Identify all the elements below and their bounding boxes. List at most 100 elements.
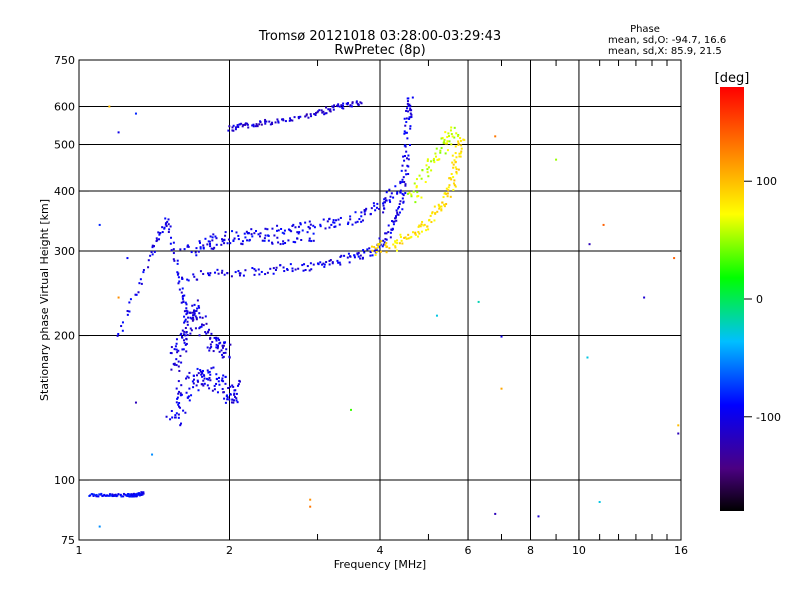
trace-point <box>192 273 195 276</box>
trace-point <box>401 197 404 200</box>
trace-point <box>279 243 282 246</box>
trace-point <box>208 349 211 352</box>
trace-point <box>210 367 213 370</box>
trace-point <box>383 207 386 210</box>
trace-point <box>132 495 135 498</box>
trace-point <box>349 255 352 258</box>
trace-point <box>406 137 409 140</box>
trace-point <box>226 271 229 274</box>
trace-point <box>186 320 189 323</box>
trace-point <box>371 249 374 252</box>
trace-point <box>400 169 403 172</box>
scatter-point <box>98 525 101 528</box>
trace-point <box>394 216 397 219</box>
trace-point <box>215 373 218 376</box>
trace-point <box>259 235 262 238</box>
trace-point <box>409 144 412 147</box>
trace-point <box>180 393 183 396</box>
trace-point <box>238 123 241 126</box>
phase-colorbar: [deg] 100 0 -100 <box>715 71 781 511</box>
trace-point <box>202 379 205 382</box>
trace-point <box>209 343 212 346</box>
trace-point <box>170 352 173 355</box>
trace-point <box>258 123 261 126</box>
trace-point <box>438 205 441 208</box>
trace-point <box>447 189 450 192</box>
trace-point <box>405 109 408 112</box>
trace-point <box>361 219 364 222</box>
trace-point <box>100 492 103 495</box>
trace-point <box>328 109 331 112</box>
trace-point <box>342 102 345 105</box>
trace-point <box>171 416 174 419</box>
trace-point <box>104 494 107 497</box>
trace-point <box>226 242 229 245</box>
trace-point <box>207 378 210 381</box>
trace-point <box>407 165 410 168</box>
trace-point <box>213 388 216 391</box>
trace-point <box>407 154 410 157</box>
trace-point <box>159 232 162 235</box>
trace-point <box>360 220 363 223</box>
trace-point <box>443 205 446 208</box>
trace-point <box>128 495 131 498</box>
trace-point <box>382 243 385 246</box>
trace-point <box>173 259 176 262</box>
trace-point <box>181 348 184 351</box>
trace-point <box>181 277 184 280</box>
trace-point <box>392 220 395 223</box>
trace-point <box>205 332 208 335</box>
trace-point <box>129 298 132 301</box>
trace-point <box>265 120 268 123</box>
trace-point <box>406 100 409 103</box>
trace-point <box>456 135 459 138</box>
trace-point <box>202 272 205 275</box>
trace-point <box>175 364 178 367</box>
trace-point <box>283 232 286 235</box>
trace-point <box>457 142 460 145</box>
trace-point <box>312 263 315 266</box>
trace-point <box>170 236 173 239</box>
scatter-point <box>500 387 503 390</box>
trace-point <box>133 494 136 497</box>
trace-point <box>351 223 354 226</box>
trace-point <box>307 225 310 228</box>
trace-point <box>238 274 241 277</box>
trace-point <box>187 395 190 398</box>
trace-point <box>222 380 225 383</box>
trace-point <box>414 201 417 204</box>
trace-point <box>299 222 302 225</box>
trace-point <box>221 377 224 380</box>
trace-point <box>264 120 267 123</box>
trace-point <box>211 340 214 343</box>
trace-point <box>258 273 261 276</box>
trace-point <box>228 398 231 401</box>
trace-point <box>291 267 294 270</box>
trace-point <box>138 282 141 285</box>
trace-point <box>272 267 275 270</box>
trace-point <box>403 236 406 239</box>
trace-point <box>439 151 442 154</box>
trace-point <box>402 194 405 197</box>
trace-point <box>276 229 279 232</box>
trace-point <box>387 231 390 234</box>
trace-point <box>181 329 184 332</box>
trace-point <box>181 297 184 300</box>
trace-point <box>231 230 234 233</box>
trace-point <box>396 239 399 242</box>
trace-point <box>394 185 397 188</box>
y-tick-label: 500 <box>54 139 75 152</box>
trace-point <box>269 267 272 270</box>
trace-point <box>291 119 294 122</box>
trace-point <box>135 495 138 498</box>
trace-point <box>331 261 334 264</box>
trace-point <box>223 342 226 345</box>
trace-point <box>205 377 208 380</box>
trace-point <box>305 114 308 117</box>
trace-point <box>217 337 220 340</box>
trace-point <box>415 178 418 181</box>
trace-point <box>175 358 178 361</box>
trace-point <box>233 389 236 392</box>
colorbar-tick-label: 100 <box>756 175 777 188</box>
x-tick-label: 8 <box>527 544 534 557</box>
